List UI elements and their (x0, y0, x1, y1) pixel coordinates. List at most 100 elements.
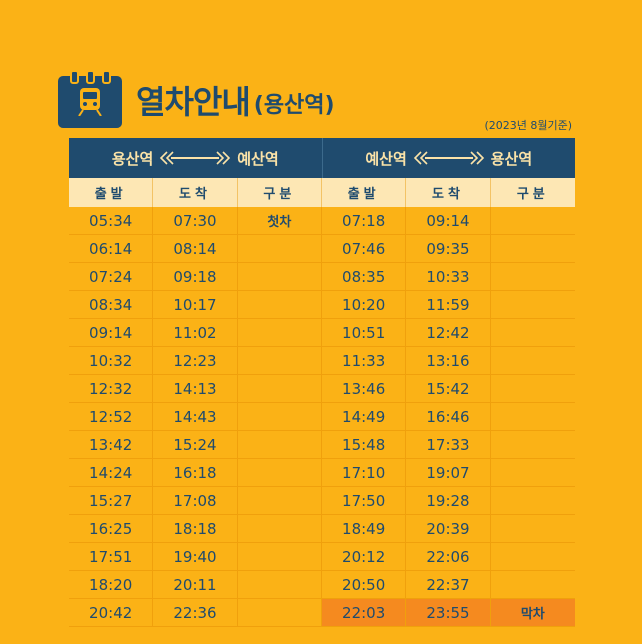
cell-type (491, 347, 575, 374)
cell-arrival: 16:46 (406, 403, 491, 430)
column-header-type: 구분 (238, 178, 322, 207)
direction-to: 용산역 (490, 149, 533, 168)
cell-type (491, 375, 575, 402)
cell-type (491, 403, 575, 430)
cell-arrival: 19:07 (406, 459, 491, 486)
page-header: 열차안내 (용산역) (58, 70, 335, 128)
cell-type (491, 515, 575, 542)
table-row: 16:25 18:18 18:49 20:39 (69, 515, 575, 543)
cell-type (491, 459, 575, 486)
column-header-arrival: 도착 (406, 178, 491, 207)
cell-type (238, 291, 322, 318)
cell-type (491, 543, 575, 570)
timetable-body: 05:34 07:30 첫차 07:18 09:14 06:14 08:14 07:46 09:… (69, 207, 575, 627)
timetable: 용산역 예산역 예산역 용산역 출발 도착 구분 출발 (69, 138, 575, 627)
cell-type (491, 207, 575, 234)
cell-arrival: 22:06 (406, 543, 491, 570)
cell-type (238, 263, 322, 290)
cell-type (238, 375, 322, 402)
cell-type (238, 235, 322, 262)
cell-arrival: 14:43 (153, 403, 238, 430)
cell-arrival: 22:36 (153, 599, 238, 626)
cell-arrival: 10:17 (153, 291, 238, 318)
cell-arrival: 08:14 (153, 235, 238, 262)
table-row: 13:42 15:24 15:48 17:33 (69, 431, 575, 459)
direction-inbound: 예산역 용산역 (321, 138, 576, 178)
direction-row: 용산역 예산역 예산역 용산역 (69, 138, 575, 178)
column-header-row: 출발 도착 구분 출발 도착 구분 (69, 178, 575, 207)
table-row: 12:52 14:43 14:49 16:46 (69, 403, 575, 431)
cell-arrival: 19:40 (153, 543, 238, 570)
cell-type (491, 487, 575, 514)
cell-type (491, 235, 575, 262)
cell-type (238, 459, 322, 486)
cell-departure: 15:27 (69, 487, 154, 514)
cell-departure: 20:12 (322, 543, 407, 570)
cell-type (238, 543, 322, 570)
cell-type (238, 599, 322, 626)
direction-from: 예산역 (365, 149, 407, 168)
cell-departure: 12:52 (69, 403, 154, 430)
column-header-departure: 출발 (322, 178, 407, 207)
cell-departure: 20:50 (322, 571, 407, 598)
train-calendar-icon (58, 70, 122, 128)
cell-arrival: 22:37 (406, 571, 491, 598)
cell-arrival: 12:42 (406, 319, 491, 346)
cell-arrival: 18:18 (153, 515, 238, 542)
cell-departure: 17:51 (69, 543, 154, 570)
cell-arrival: 20:11 (153, 571, 238, 598)
direction-to: 예산역 (237, 149, 279, 168)
cell-arrival: 10:33 (406, 263, 491, 290)
cell-departure: 14:24 (69, 459, 154, 486)
cell-type (238, 487, 322, 514)
cell-departure: 13:46 (322, 375, 407, 402)
cell-arrival: 12:23 (153, 347, 238, 374)
cell-type (238, 571, 322, 598)
table-row: 15:27 17:08 17:50 19:28 (69, 487, 575, 515)
cell-departure: 14:49 (322, 403, 407, 430)
cell-arrival: 17:33 (406, 431, 491, 458)
cell-departure: 07:24 (69, 263, 154, 290)
table-row: 07:24 09:18 08:35 10:33 (69, 263, 575, 291)
cell-arrival: 09:18 (153, 263, 238, 290)
cell-arrival: 14:13 (153, 375, 238, 402)
cell-departure: 20:42 (69, 599, 154, 626)
cell-departure: 07:46 (322, 235, 407, 262)
cell-type (491, 291, 575, 318)
cell-departure: 06:14 (69, 235, 154, 262)
double-arrow-icon (160, 151, 231, 165)
direction-from: 용산역 (111, 149, 154, 168)
cell-departure: 08:35 (322, 263, 407, 290)
double-arrow-icon (413, 151, 484, 165)
column-header-type: 구분 (516, 187, 549, 202)
column-header-departure: 출발 (69, 178, 154, 207)
cell-arrival: 09:35 (406, 235, 491, 262)
cell-departure: 17:10 (322, 459, 407, 486)
cell-type (238, 431, 322, 458)
cell-arrival: 07:30 (153, 207, 238, 234)
table-row: 20:42 22:36 22:03 23:55 막차 (69, 599, 575, 627)
cell-arrival: 16:18 (153, 459, 238, 486)
table-row: 05:34 07:30 첫차 07:18 09:14 (69, 207, 575, 235)
cell-departure: 09:14 (69, 319, 154, 346)
cell-type (238, 347, 322, 374)
table-row: 18:20 20:11 20:50 22:37 (69, 571, 575, 599)
cell-departure: 15:48 (322, 431, 407, 458)
cell-departure: 08:34 (69, 291, 154, 318)
table-row: 14:24 16:18 17:10 19:07 (69, 459, 575, 487)
cell-departure: 07:18 (322, 207, 407, 234)
cell-type (238, 403, 322, 430)
cell-departure: 11:33 (322, 347, 407, 374)
table-row: 12:32 14:13 13:46 15:42 (69, 375, 575, 403)
table-row: 10:32 12:23 11:33 13:16 (69, 347, 575, 375)
cell-arrival: 09:14 (406, 207, 491, 234)
cell-arrival: 15:42 (406, 375, 491, 402)
cell-departure: 18:49 (322, 515, 407, 542)
cell-arrival: 23:55 (406, 599, 491, 626)
cell-arrival: 17:08 (153, 487, 238, 514)
cell-departure: 22:03 (321, 599, 407, 626)
cell-arrival: 20:39 (406, 515, 491, 542)
cell-type (238, 515, 322, 542)
cell-arrival: 15:24 (153, 431, 238, 458)
cell-departure: 10:32 (69, 347, 154, 374)
